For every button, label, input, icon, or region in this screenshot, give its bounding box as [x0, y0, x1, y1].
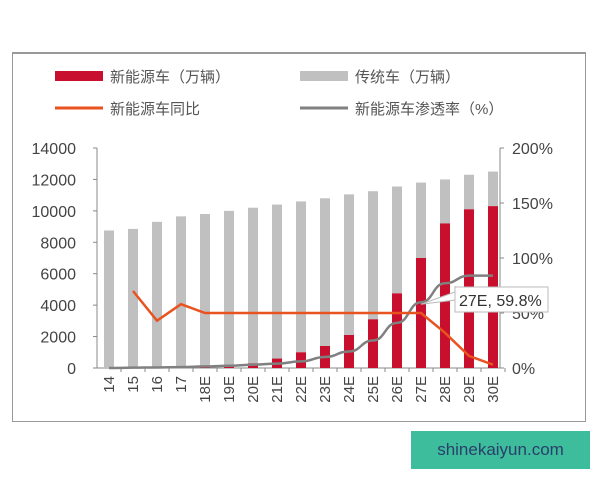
bar-traditional: [368, 191, 378, 320]
bar-traditional: [296, 201, 306, 353]
x-tick-label: 23E: [317, 376, 334, 403]
x-tick-label: 19E: [221, 376, 238, 403]
right-tick-label: 0%: [512, 361, 535, 378]
right-tick-label: 100%: [512, 251, 553, 268]
left-tick-label: 0: [67, 361, 76, 378]
bar-traditional: [464, 174, 474, 210]
left-tick-label: 10000: [32, 204, 77, 221]
x-tick-label: 28E: [437, 376, 454, 403]
left-tick-label: 6000: [40, 267, 76, 284]
legend-swatch: [55, 71, 103, 81]
x-tick-label: 15: [125, 376, 142, 393]
left-tick-label: 4000: [40, 298, 76, 315]
bar-traditional: [416, 182, 426, 258]
annotation-label: 27E, 59.8%: [459, 293, 542, 310]
bar-nev: [296, 352, 306, 368]
legend-label: 新能源车（万辆）: [110, 69, 230, 86]
annotation-box: [420, 286, 549, 313]
bar-traditional: [104, 230, 114, 368]
left-tick-label: 8000: [40, 235, 76, 252]
bar-traditional: [272, 204, 282, 359]
bar-traditional: [392, 186, 402, 294]
left-tick-label: 2000: [40, 330, 76, 347]
bar-nev: [392, 293, 402, 368]
left-tick-label: 12000: [32, 172, 77, 189]
x-tick-label: 22E: [293, 376, 310, 403]
x-tick-label: 18E: [197, 376, 214, 403]
x-tick-label: 14: [101, 376, 118, 393]
x-tick-label: 30E: [485, 376, 502, 403]
x-tick-label: 25E: [365, 376, 382, 403]
line-penetration: [108, 274, 493, 370]
bar-traditional: [176, 216, 186, 367]
legend-label: 传统车（万辆）: [355, 69, 460, 86]
x-tick-label: 20E: [245, 376, 262, 403]
bar-traditional: [440, 179, 450, 224]
x-tick-label: 17: [173, 376, 190, 393]
legend-swatch: [300, 71, 348, 81]
x-tick-label: 27E: [413, 376, 430, 403]
bar-traditional: [488, 171, 498, 207]
line-yoy: [132, 290, 494, 366]
watermark: shinekaiyun.com: [411, 431, 590, 469]
bar-traditional: [248, 207, 258, 364]
x-tick-label: 16: [149, 376, 166, 393]
x-tick-label: 21E: [269, 376, 286, 403]
bar-traditional: [320, 198, 330, 346]
legend-label: 新能源车同比: [110, 101, 200, 118]
bar-traditional: [200, 214, 210, 366]
bar-nev: [368, 319, 378, 368]
right-tick-label: 150%: [512, 196, 553, 213]
bar-traditional: [128, 228, 138, 368]
bar-traditional: [344, 194, 354, 335]
bar-traditional: [152, 221, 162, 368]
chart-frame: [12, 52, 586, 422]
legend-label: 新能源车渗透率（%）: [355, 101, 503, 118]
x-tick-label: 26E: [389, 376, 406, 403]
x-tick-label: 24E: [341, 376, 358, 403]
x-tick-label: 29E: [461, 376, 478, 403]
right-tick-label: 200%: [512, 141, 553, 158]
left-tick-label: 14000: [32, 141, 77, 158]
bar-traditional: [224, 210, 234, 365]
